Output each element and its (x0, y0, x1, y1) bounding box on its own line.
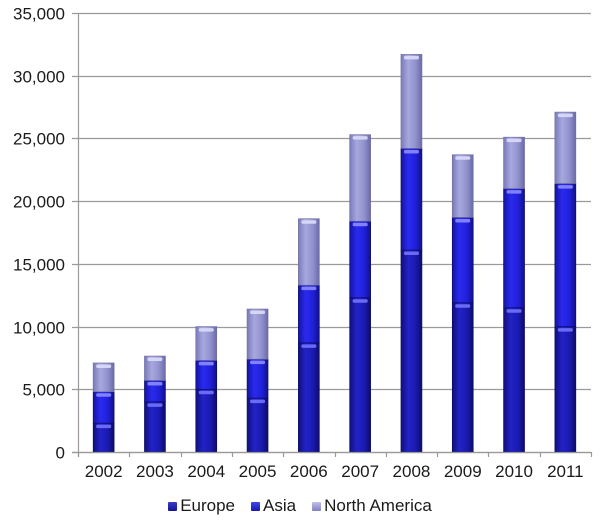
y-tick-label: 5,000 (22, 381, 65, 400)
bar-segment-north-america (451, 154, 474, 218)
y-tick-label: 0 (56, 444, 65, 463)
bar-segment-asia (400, 148, 423, 251)
legend-swatch-north-america (312, 501, 322, 511)
y-tick-label: 20,000 (13, 193, 65, 212)
bar-segment-europe (503, 307, 525, 453)
bar-stack-2006 (298, 218, 320, 453)
bar-stack-2009 (451, 154, 474, 453)
bar-highlight (96, 364, 112, 368)
bar-segment-asia (554, 183, 577, 327)
bar-highlight (352, 136, 368, 140)
bar-highlight (147, 357, 163, 362)
bar-segment-europe (298, 342, 320, 453)
legend-label: Europe (180, 496, 236, 515)
legend-swatch-asia (251, 501, 261, 511)
bar-highlight (455, 304, 471, 308)
x-tick-label: 2003 (136, 462, 174, 481)
bar-segment-north-america (246, 308, 269, 360)
bar-segment-north-america (298, 218, 320, 286)
bar-highlight (198, 390, 214, 395)
bar-segment-europe (554, 326, 577, 453)
y-axis: 0 5,000 10,000 15,000 20,000 25,000 30,000 35,0… (13, 5, 80, 463)
x-tick-label: 2007 (341, 462, 379, 481)
bar-highlight (506, 138, 522, 143)
bar-segment-europe (400, 249, 423, 453)
bar-highlight (147, 382, 163, 386)
bar-segment-north-america (554, 111, 577, 184)
bar-segment-north-america (400, 54, 423, 149)
legend-label: North America (324, 496, 432, 515)
bar-highlight (557, 328, 573, 332)
x-tick-label: 2002 (85, 462, 123, 481)
bar-segment-europe (195, 388, 218, 453)
bar-highlight (96, 424, 112, 429)
bar-highlight (301, 286, 317, 291)
legend-item-europe: Europe (168, 496, 235, 516)
bar-segment-asia (298, 284, 320, 344)
legend-label: Asia (263, 496, 297, 515)
bar-highlight (198, 361, 214, 366)
x-tick-label: 2005 (239, 462, 277, 481)
bar-segment-europe (144, 401, 166, 453)
x-tick-label: 2008 (393, 462, 431, 481)
bar-highlight (198, 328, 214, 332)
bar-highlight (301, 344, 317, 348)
bars (92, 54, 577, 453)
bar-segment-north-america (195, 326, 218, 361)
x-tick-label: 2010 (495, 462, 533, 481)
x-tick-label: 2009 (444, 462, 482, 481)
bar-highlight (557, 113, 573, 118)
bar-segment-north-america (349, 134, 371, 222)
bar-highlight (352, 222, 368, 227)
bar-stack-2002 (92, 362, 115, 453)
bar-highlight (403, 55, 419, 60)
y-tick-label: 30,000 (13, 68, 65, 87)
bar-highlight (557, 185, 573, 189)
bar-highlight (403, 149, 419, 154)
bar-highlight (506, 309, 522, 313)
legend-item-north-america: North America (312, 496, 432, 516)
bar-highlight (147, 403, 163, 407)
bar-stack-2008 (400, 54, 423, 453)
y-tick-label: 25,000 (13, 130, 65, 149)
bar-highlight (403, 251, 419, 256)
bar-stack-2010 (503, 136, 525, 453)
bar-highlight (250, 310, 266, 315)
bar-highlight (250, 399, 266, 404)
bar-segment-asia (451, 217, 474, 304)
legend: Europe Asia North America (0, 496, 600, 516)
bar-highlight (301, 220, 317, 224)
bar-segment-europe (451, 302, 474, 453)
x-tick-label: 2006 (290, 462, 328, 481)
y-tick-label: 10,000 (13, 319, 65, 338)
bar-highlight (455, 218, 471, 223)
bar-segment-asia (503, 188, 525, 309)
bar-segment-north-america (503, 136, 525, 189)
x-tick-label: 2004 (187, 462, 225, 481)
bar-highlight (250, 360, 266, 365)
bar-stack-2004 (195, 326, 218, 453)
y-tick-label: 35,000 (13, 5, 65, 24)
bar-highlight (352, 299, 368, 303)
bar-segment-europe (349, 297, 371, 453)
x-axis: 2002 2003 2004 2005 2006 2007 2008 2009 2010 2011 (72, 451, 593, 481)
bar-stack-2011 (554, 111, 577, 453)
bar-highlight (96, 393, 112, 397)
bar-highlight (455, 156, 471, 160)
bar-stack-2007 (349, 134, 371, 453)
bar-segment-europe (246, 397, 269, 453)
y-tick-label: 15,000 (13, 256, 65, 275)
bar-segment-asia (349, 220, 371, 299)
x-tick-label: 2011 (547, 462, 584, 481)
bar-segment-asia (246, 358, 269, 399)
bar-segment-north-america (92, 362, 115, 393)
bar-segment-north-america (144, 355, 166, 381)
bar-stack-2003 (144, 355, 166, 453)
bar-highlight (506, 190, 522, 194)
bar-stack-2005 (246, 308, 269, 453)
legend-item-asia: Asia (251, 496, 296, 516)
legend-swatch-europe (168, 501, 178, 511)
